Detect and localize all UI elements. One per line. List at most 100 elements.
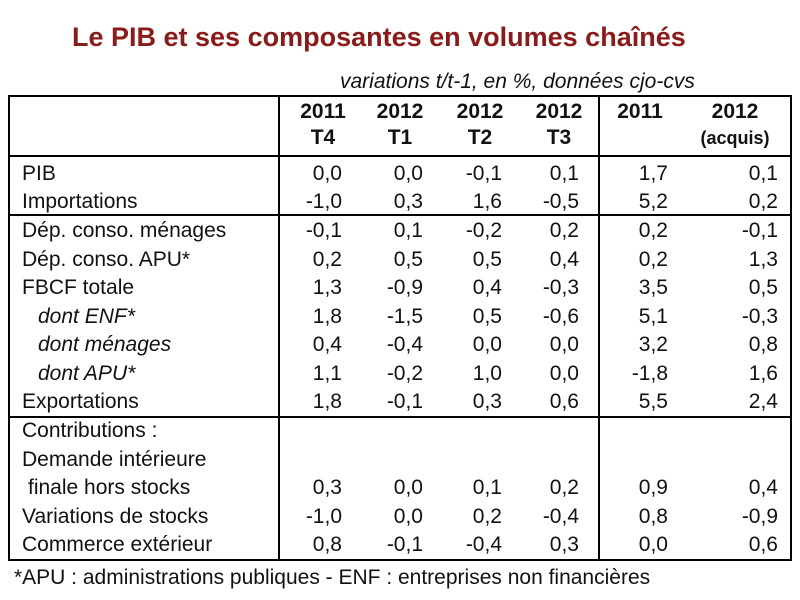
column-divider <box>278 97 280 559</box>
column-header: 2011 T4 <box>273 99 373 151</box>
table-cell: -0,9 <box>741 505 778 528</box>
table-cell: -0,3 <box>542 276 579 299</box>
table-cell: 0,0 <box>472 333 502 356</box>
row-label: Demande intérieure <box>22 448 207 471</box>
row-label: Contributions : <box>22 419 158 442</box>
table-row: Importations -1,0 0,3 1,6 -0,5 5,2 0,2 <box>10 187 790 216</box>
table-cell: 3,5 <box>638 276 668 299</box>
table-cell: -0,1 <box>465 162 502 185</box>
table-cell: 1,0 <box>472 362 502 385</box>
row-label: PIB <box>22 162 56 185</box>
table-cell: 2,4 <box>748 390 778 413</box>
table-cell: -0,5 <box>542 190 579 213</box>
table-cell: 0,4 <box>472 276 502 299</box>
table-cell: -0,1 <box>386 390 423 413</box>
table-cell: -0,4 <box>465 533 502 556</box>
column-header-year: 2012 <box>376 100 424 123</box>
table-cell: 0,6 <box>748 533 778 556</box>
table-cell: 5,2 <box>638 190 668 213</box>
table-cell: 0,0 <box>312 162 342 185</box>
table-cell: 5,5 <box>638 390 668 413</box>
table-row: PIB 0,0 0,0 -0,1 0,1 1,7 0,1 <box>10 159 790 188</box>
table-cell: 0,1 <box>472 476 502 499</box>
table-cell: 1,6 <box>748 362 778 385</box>
table-cell: 0,5 <box>472 305 502 328</box>
table-cell: 0,5 <box>472 248 502 271</box>
row-label: dont ménages <box>38 333 172 356</box>
table-cell: 0,1 <box>748 162 778 185</box>
row-label: Exportations <box>22 390 139 413</box>
table-cell: 0,8 <box>638 505 668 528</box>
row-label: finale hors stocks <box>28 476 191 499</box>
row-label: Dép. conso. ménages <box>22 219 227 242</box>
row-label: dont APU* <box>38 362 136 385</box>
table-cell: -0,4 <box>542 505 579 528</box>
table-cell: 0,0 <box>549 333 579 356</box>
table-cell: 3,2 <box>638 333 668 356</box>
table-cell: -0,1 <box>741 219 778 242</box>
table-cell: 5,1 <box>638 305 668 328</box>
table-cell: 0,0 <box>638 533 668 556</box>
table-cell: 0,4 <box>549 248 579 271</box>
table-cell: 1,6 <box>472 190 502 213</box>
table-cell: 0,4 <box>312 333 342 356</box>
footnote: *APU : administrations publiques - ENF :… <box>14 566 651 589</box>
table-row: Dép. conso. APU* 0,2 0,5 0,5 0,4 0,2 1,3 <box>10 245 790 274</box>
table-cell: 0,3 <box>312 476 342 499</box>
data-table: 2011 T4 2012 T1 2012 T2 2012 T3 2011 2012 (acquis)… <box>8 95 792 561</box>
column-header-year: 2011 <box>617 100 663 123</box>
table-cell: 0,2 <box>638 219 668 242</box>
table-cell: 0,1 <box>393 219 423 242</box>
table-cell: 0,1 <box>549 162 579 185</box>
column-header: 2012 T3 <box>509 99 609 151</box>
table-cell: -1,0 <box>305 190 342 213</box>
table-row: Contributions : <box>10 416 790 445</box>
row-label: FBCF totale <box>22 276 135 299</box>
table-row: dont ménages 0,4 -0,4 0,0 0,0 3,2 0,8 <box>10 330 790 359</box>
column-header-period: T2 <box>467 126 493 149</box>
table-cell: 0,2 <box>748 190 778 213</box>
column-header-year: 2012 <box>535 100 583 123</box>
column-header: 2012 (acquis) <box>685 99 785 151</box>
table-cell: -1,8 <box>631 362 668 385</box>
table-cell: 0,5 <box>393 248 423 271</box>
table-cell: 1,3 <box>748 248 778 271</box>
table-cell: 0,0 <box>393 162 423 185</box>
table-cell: -0,1 <box>305 219 342 242</box>
column-header-period: T1 <box>387 126 413 149</box>
row-label: Variations de stocks <box>22 505 209 528</box>
table-row: FBCF totale 1,3 -0,9 0,4 -0,3 3,5 0,5 <box>10 273 790 302</box>
column-header-period: (acquis) <box>700 128 770 148</box>
table-cell: 0,0 <box>393 505 423 528</box>
column-header-period: T3 <box>546 126 572 149</box>
table-cell: -1,5 <box>386 305 423 328</box>
table-cell: 1,1 <box>312 362 342 385</box>
table-cell: 0,4 <box>748 476 778 499</box>
table-cell: 0,6 <box>549 390 579 413</box>
table-cell: 0,2 <box>549 476 579 499</box>
column-header: 2012 T2 <box>430 99 530 151</box>
row-label: Importations <box>22 190 138 213</box>
column-header: 2012 T1 <box>350 99 450 151</box>
table-cell: 0,9 <box>638 476 668 499</box>
table-cell: -0,1 <box>386 533 423 556</box>
table-cell: 0,2 <box>312 248 342 271</box>
table-cell: 0,3 <box>549 533 579 556</box>
row-label: dont ENF* <box>38 305 135 328</box>
column-header-year: 2011 <box>300 100 346 123</box>
table-row: Dép. conso. ménages -0,1 0,1 -0,2 0,2 0,2 -0,1 <box>10 216 790 245</box>
column-header-year: 2012 <box>711 100 759 123</box>
table-cell: -0,6 <box>542 305 579 328</box>
table-cell: 1,8 <box>312 305 342 328</box>
table-cell: 1,3 <box>312 276 342 299</box>
table-row: dont ENF* 1,8 -1,5 0,5 -0,6 5,1 -0,3 <box>10 302 790 331</box>
table-cell: 1,8 <box>312 390 342 413</box>
table-cell: -1,0 <box>305 505 342 528</box>
column-header: 2011 <box>590 99 690 125</box>
table-cell: 0,2 <box>472 505 502 528</box>
column-divider <box>598 97 600 559</box>
table-cell: -0,2 <box>386 362 423 385</box>
table-row: Commerce extérieur 0,8 -0,1 -0,4 0,3 0,0 0,6 <box>10 530 790 559</box>
column-header-year: 2012 <box>456 100 504 123</box>
table-cell: 0,0 <box>549 362 579 385</box>
